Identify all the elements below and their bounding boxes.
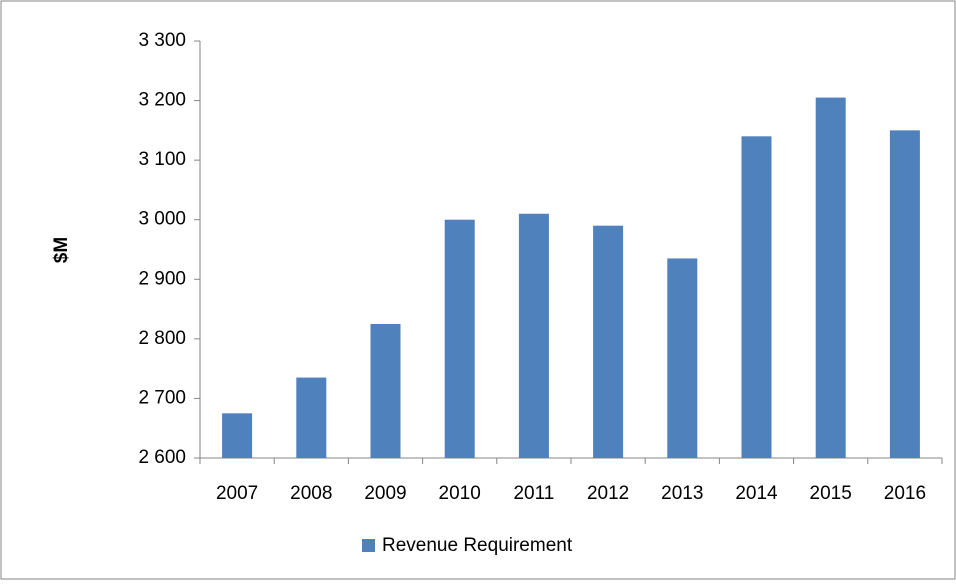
bar [518,213,549,458]
legend-swatch [362,539,375,552]
bar [667,258,698,458]
y-tick-label: 2 900 [138,268,186,289]
x-tick-label: 2014 [735,483,778,504]
bar [222,413,253,458]
x-tick-label: 2011 [513,483,554,504]
y-axis-title: $M [51,237,72,263]
x-tick-label: 2008 [290,483,332,504]
x-tick-label: 2015 [810,483,852,504]
y-tick-label: 3 300 [138,30,186,51]
bar [593,225,624,458]
x-tick-label: 2013 [661,483,703,504]
bar [741,136,772,459]
bar [370,323,401,458]
y-tick-label: 3 100 [138,149,186,170]
y-tick-label: 2 600 [138,447,186,468]
x-tick-label: 2012 [587,483,629,504]
bar [815,97,846,458]
bar [296,377,327,458]
x-tick-label: 2007 [216,483,258,504]
bar [889,130,920,458]
y-tick-label: 2 800 [138,328,186,349]
legend-label: Revenue Requirement [382,535,573,556]
x-tick-label: 2010 [439,483,481,504]
x-tick-label: 2009 [364,483,406,504]
bar [444,219,475,458]
y-tick-label: 3 000 [138,209,186,230]
y-tick-label: 3 200 [138,90,186,111]
y-tick-label: 2 700 [138,387,186,408]
x-tick-label: 2016 [884,483,926,504]
